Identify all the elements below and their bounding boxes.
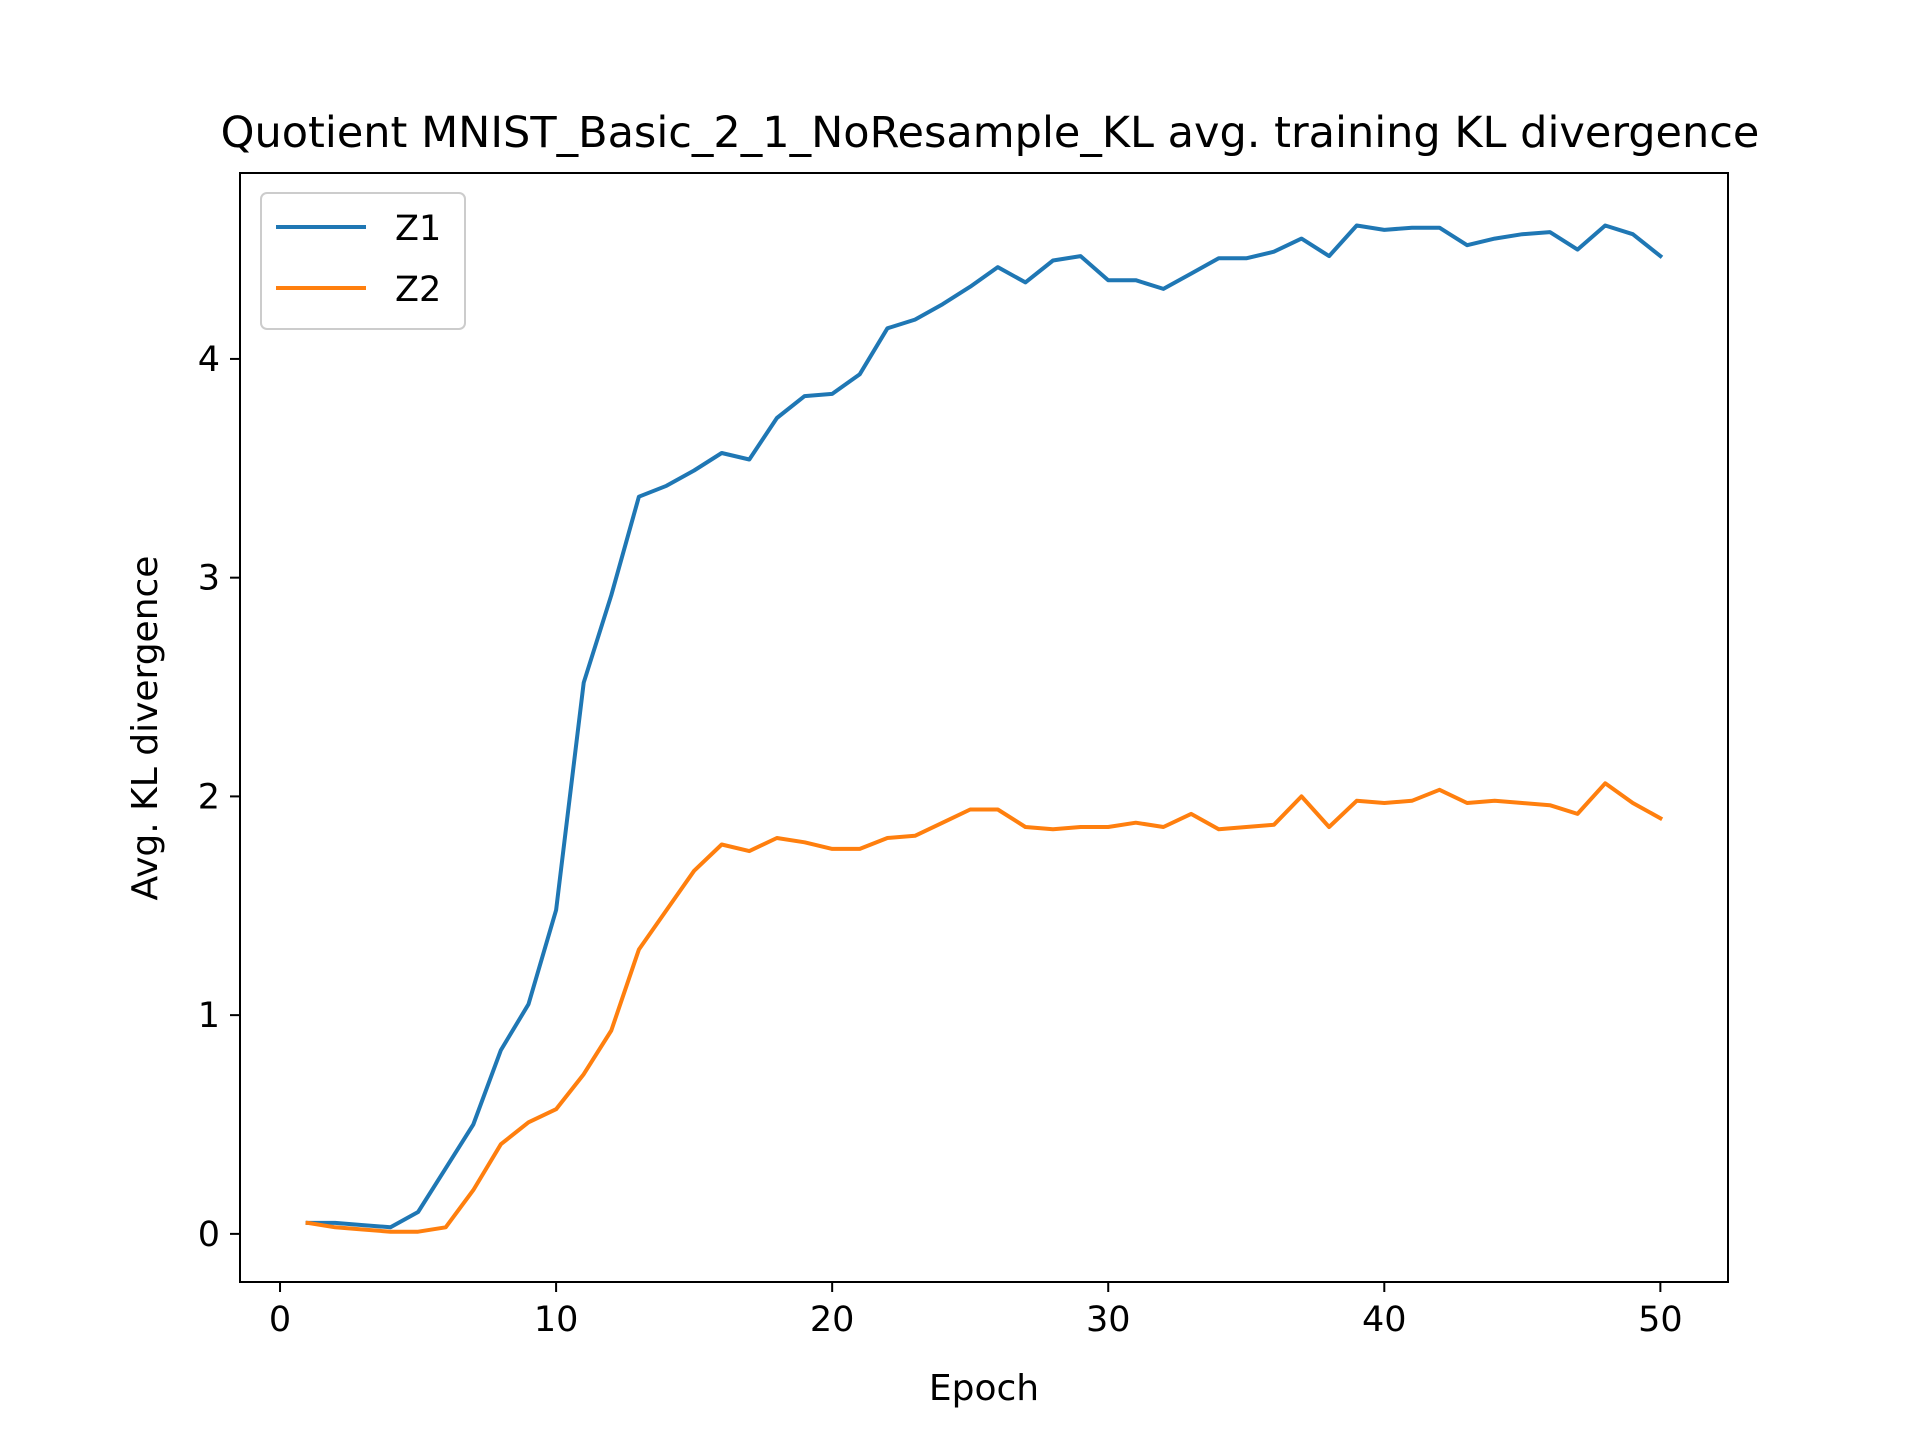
legend-label-z1: Z1 — [395, 209, 441, 249]
x-axis: 0 10 20 30 40 50 — [269, 1282, 1683, 1340]
legend: Z1 Z2 — [260, 192, 466, 330]
plot-frame — [239, 172, 1729, 1283]
x-tick-label: 50 — [1638, 1300, 1683, 1340]
plot-area — [239, 172, 1729, 1283]
y-tick-label: 1 — [198, 996, 220, 1036]
x-tick-label: 0 — [269, 1300, 291, 1340]
y-tick-label: 2 — [198, 777, 220, 817]
legend-label-z2: Z2 — [395, 270, 441, 310]
series-line-z1 — [305, 223, 1664, 1230]
x-tick-label: 40 — [1362, 1300, 1407, 1340]
y-tick-label: 4 — [198, 340, 220, 380]
x-tick-label: 10 — [534, 1300, 579, 1340]
y-axis: 0 1 2 3 4 — [198, 340, 240, 1255]
y-axis-label: Avg. KL divergence — [125, 556, 166, 901]
chart-title: Quotient MNIST_Basic_2_1_NoResample_KL a… — [221, 108, 1760, 158]
x-tick-label: 30 — [1086, 1300, 1131, 1340]
x-tick-label: 20 — [810, 1300, 855, 1340]
y-tick-label: 3 — [198, 559, 220, 599]
x-axis-label: Epoch — [929, 1368, 1039, 1409]
series-lines — [305, 223, 1664, 1234]
y-tick-label: 0 — [198, 1215, 220, 1255]
series-line-z2 — [305, 781, 1664, 1234]
